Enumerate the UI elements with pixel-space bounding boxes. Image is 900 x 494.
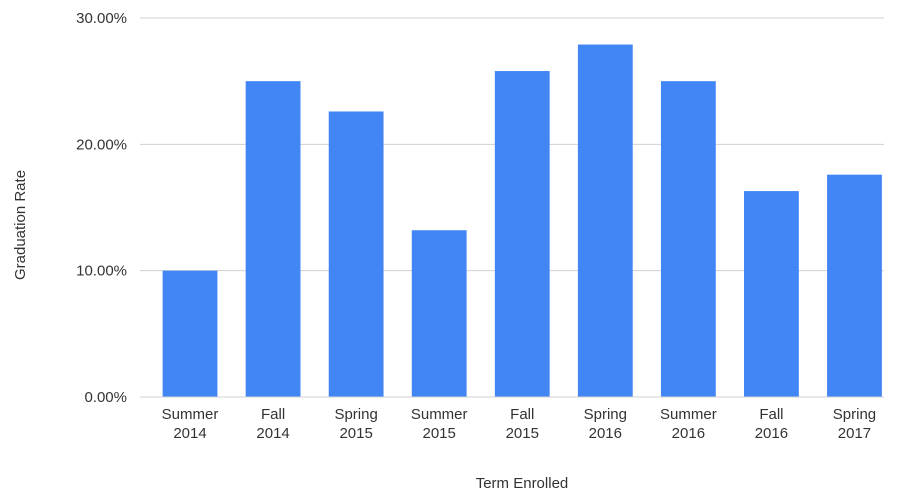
x-axis-title: Term Enrolled xyxy=(476,475,569,492)
x-tick-label: Spring 2017 xyxy=(833,406,876,442)
y-tick-label: 30.00% xyxy=(76,10,127,27)
bar xyxy=(245,81,301,398)
bar xyxy=(328,111,384,397)
bar xyxy=(827,174,882,397)
bar xyxy=(411,230,467,397)
x-tick-label: Summer 2016 xyxy=(660,406,717,442)
x-tick-label: Summer 2014 xyxy=(162,406,219,442)
x-tick-label: Summer 2015 xyxy=(411,406,468,442)
bar xyxy=(162,270,218,397)
bar xyxy=(660,81,716,398)
bar xyxy=(577,44,633,397)
y-axis-title: Graduation Rate xyxy=(12,170,29,280)
x-tick-label: Fall 2014 xyxy=(256,406,289,442)
x-tick-label: Fall 2015 xyxy=(506,406,539,442)
x-tick-label: Spring 2016 xyxy=(584,406,627,442)
y-tick-label: 10.00% xyxy=(76,263,127,280)
y-tick-label: 20.00% xyxy=(76,136,127,153)
x-tick-label: Spring 2015 xyxy=(334,406,377,442)
bar xyxy=(494,71,550,397)
x-tick-label: Fall 2016 xyxy=(755,406,788,442)
y-tick-label: 0.00% xyxy=(84,389,127,406)
bar xyxy=(744,191,799,397)
